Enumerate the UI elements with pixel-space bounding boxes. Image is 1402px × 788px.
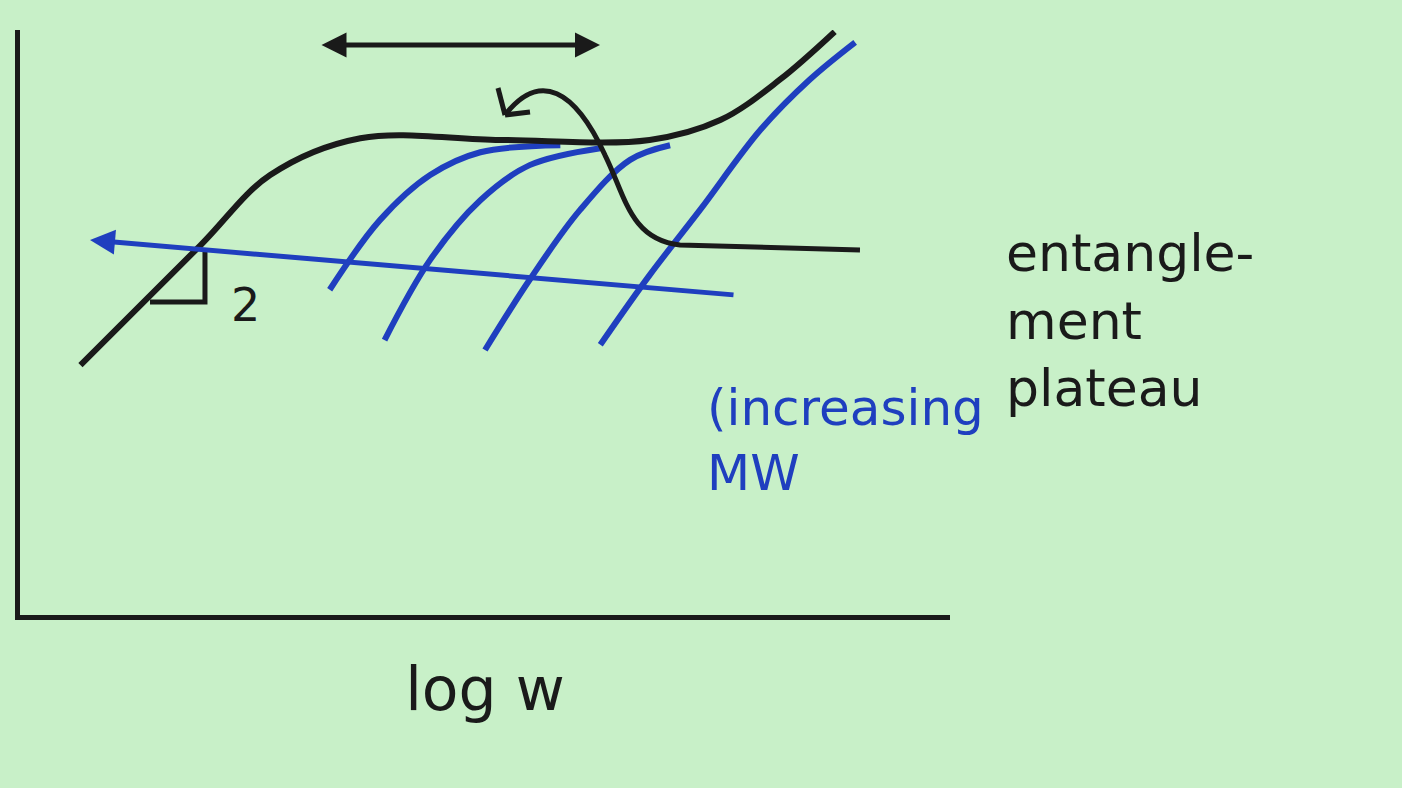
svg-text:log w: log w: [405, 654, 565, 724]
svg-text:2: 2: [231, 278, 260, 332]
svg-text:entangle-mentplateau: entangle-mentplateau: [1006, 223, 1254, 418]
svg-text:(increasingMW: (increasingMW: [707, 379, 984, 502]
